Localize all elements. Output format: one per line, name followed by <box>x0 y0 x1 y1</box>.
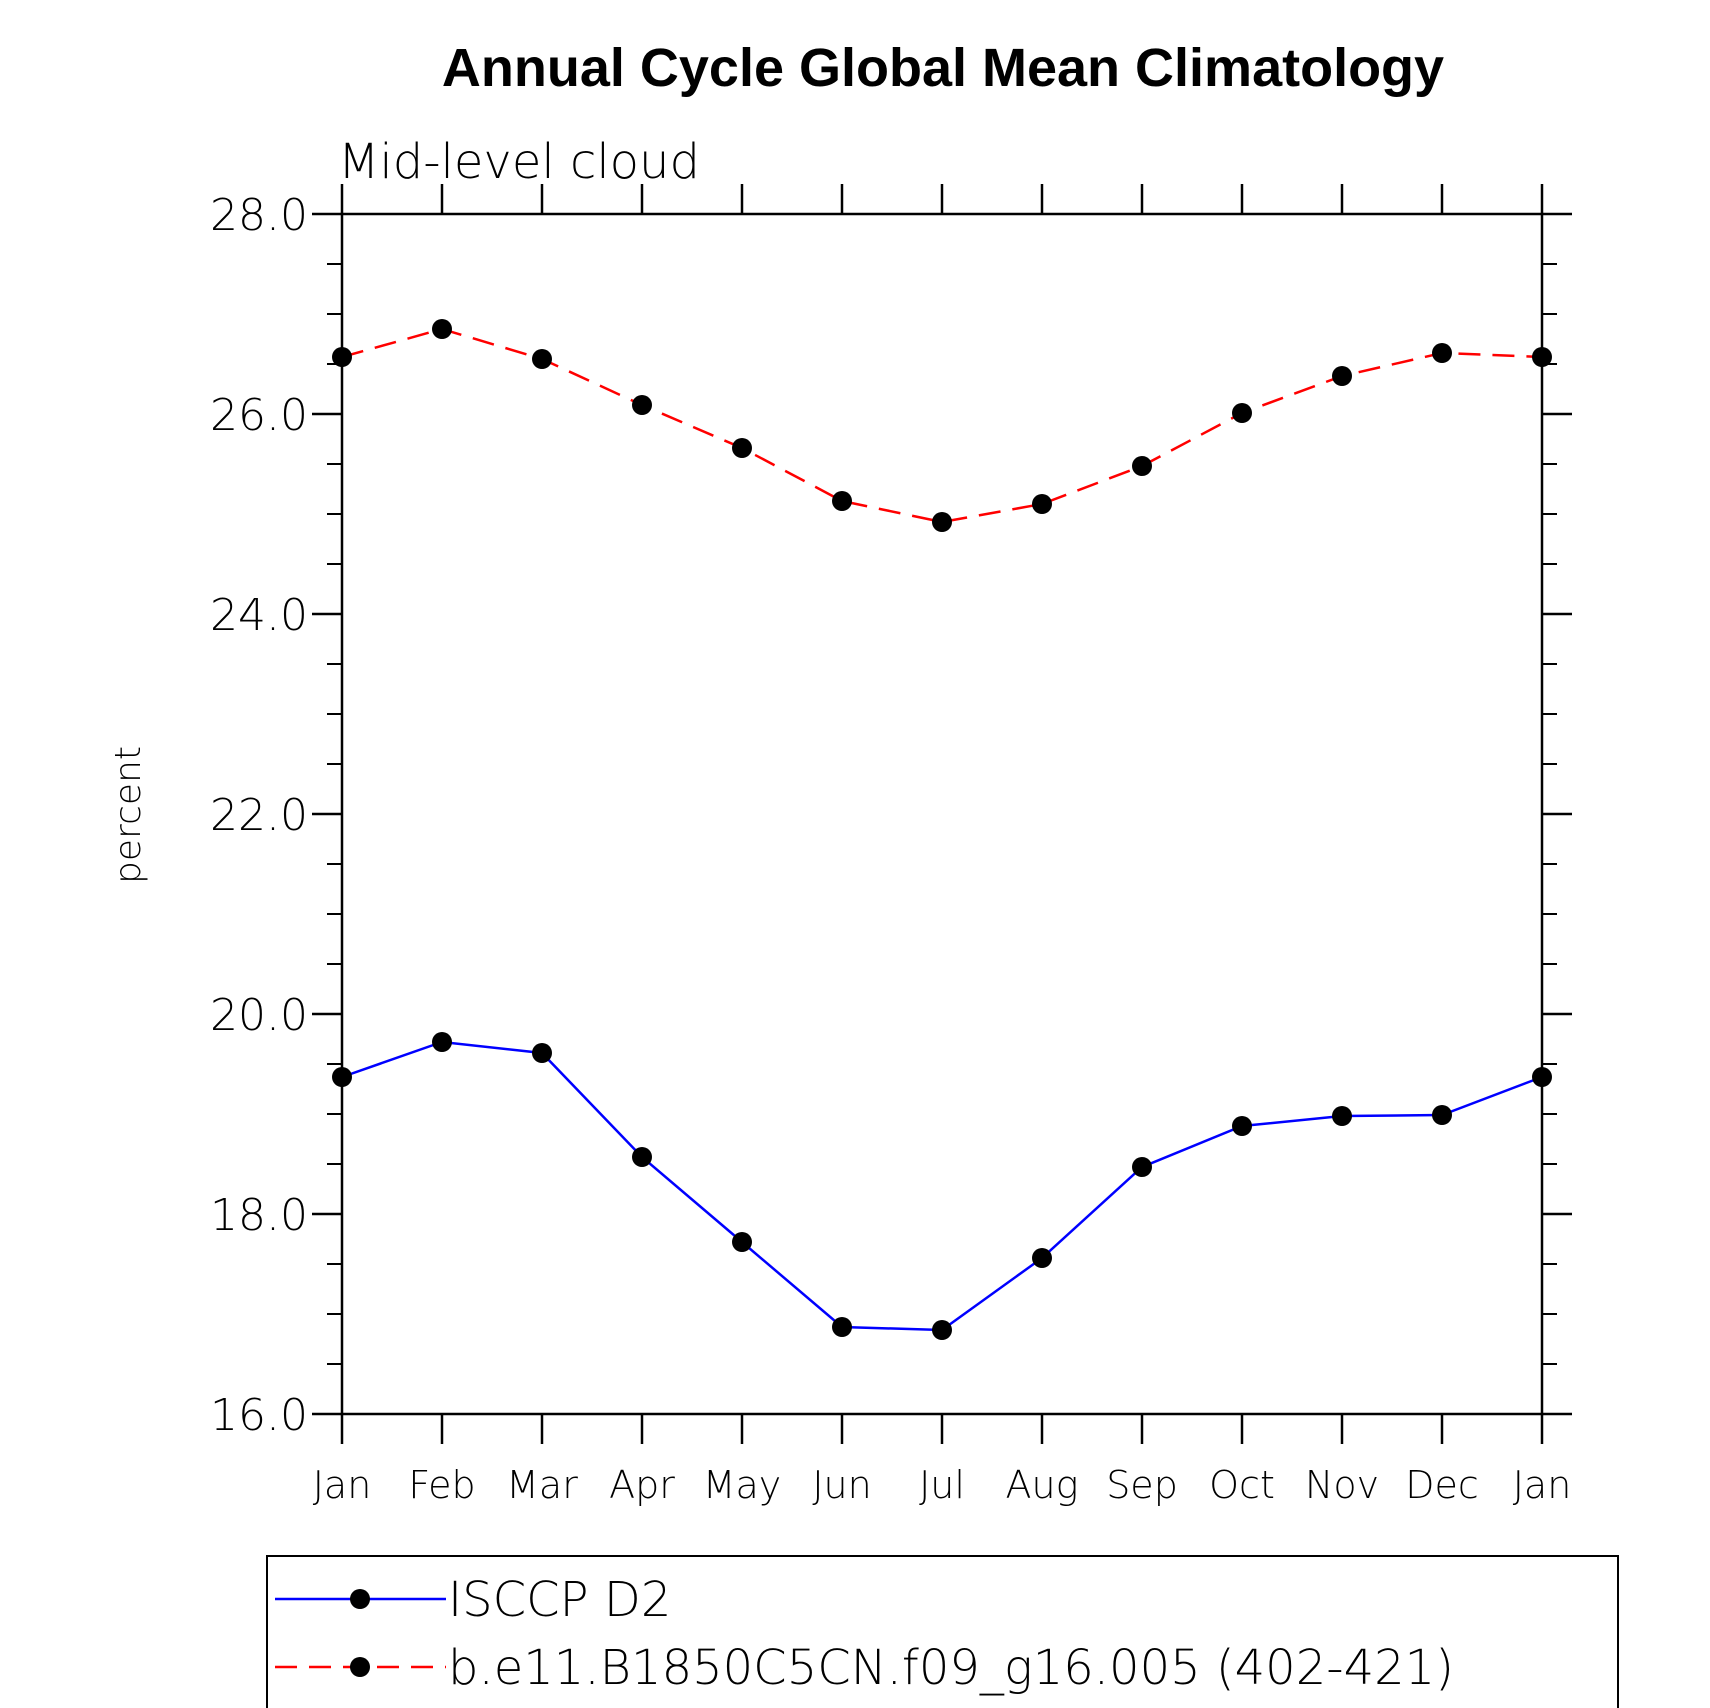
data-point-series-2 <box>1332 366 1352 386</box>
data-point-series-2 <box>332 347 352 367</box>
y-tick-label: 18.0 <box>210 1190 308 1241</box>
series-line-2 <box>341 327 1543 524</box>
plot-frame <box>340 212 1544 1416</box>
y-tick-label: 26.0 <box>210 390 308 441</box>
data-point-series-2 <box>732 438 752 458</box>
y-tick-label: 16.0 <box>210 1390 308 1441</box>
data-point-series-2 <box>1032 494 1052 514</box>
series-layer <box>332 319 1552 1340</box>
chart-title: Annual Cycle Global Mean Climatology <box>442 38 1444 98</box>
data-point-series-2 <box>1432 343 1452 363</box>
data-point-series-1 <box>1332 1106 1352 1126</box>
x-tick-label: Jan <box>1513 1463 1572 1507</box>
y-tick-label: 24.0 <box>210 590 308 641</box>
data-point-series-2 <box>832 491 852 511</box>
data-point-series-1 <box>1232 1116 1252 1136</box>
data-point-series-1 <box>1132 1157 1152 1177</box>
x-tick-label: Apr <box>609 1463 675 1507</box>
legend-marker-1 <box>350 1589 370 1609</box>
y-tick-label: 22.0 <box>210 790 308 841</box>
legend-box <box>266 1555 1619 1708</box>
chart-subtitle: Mid-level cloud <box>338 134 700 190</box>
data-point-series-1 <box>932 1320 952 1340</box>
x-tick-label: Feb <box>408 1463 475 1507</box>
data-point-series-1 <box>332 1067 352 1087</box>
x-tick-label: Jun <box>812 1463 871 1507</box>
y-axis: 16.0 18.0 20.0 22.0 24.0 26.0 28.0 <box>210 190 1572 1441</box>
x-axis: Jan Feb Mar Apr May Jun Jul Aug Sep Oct Nov Dec Jan <box>313 184 1572 1507</box>
data-point-series-2 <box>632 395 652 415</box>
x-tick-label: Mar <box>506 1463 578 1507</box>
x-tick-label: Aug <box>1006 1463 1079 1507</box>
data-point-series-2 <box>532 349 552 369</box>
data-point-series-1 <box>1032 1248 1052 1268</box>
legend: ISCCP D2 b.e11.B1850C5CN.f09_g16.005 (402… <box>275 1572 1454 1696</box>
x-tick-label: Sep <box>1106 1463 1178 1507</box>
y-tick-label: 28.0 <box>210 190 308 241</box>
y-tick-label: 20.0 <box>210 990 308 1041</box>
x-tick-label: Jul <box>919 1463 965 1507</box>
data-point-series-1 <box>732 1232 752 1252</box>
legend-label-2: b.e11.B1850C5CN.f09_g16.005 (402-421) <box>448 1640 1454 1696</box>
y-axis-label: percent <box>108 746 149 884</box>
data-point-series-2 <box>432 319 452 339</box>
data-point-series-1 <box>632 1147 652 1167</box>
data-point-series-2 <box>1132 456 1152 476</box>
series-line-1 <box>341 1040 1543 1332</box>
data-point-series-1 <box>832 1317 852 1337</box>
x-tick-label: Dec <box>1405 1463 1479 1507</box>
data-point-series-2 <box>1232 403 1252 423</box>
data-point-series-1 <box>432 1032 452 1052</box>
data-point-series-1 <box>532 1043 552 1063</box>
x-tick-label: Oct <box>1209 1463 1275 1507</box>
legend-marker-2 <box>350 1657 370 1677</box>
x-tick-label: May <box>703 1463 782 1507</box>
data-point-series-1 <box>1432 1105 1452 1125</box>
data-point-series-1 <box>1532 1067 1552 1087</box>
data-point-series-2 <box>1532 347 1552 367</box>
legend-label-1: ISCCP D2 <box>448 1572 671 1628</box>
data-point-series-2 <box>932 512 952 532</box>
x-tick-label: Jan <box>313 1463 372 1507</box>
x-tick-label: Nov <box>1305 1463 1379 1507</box>
